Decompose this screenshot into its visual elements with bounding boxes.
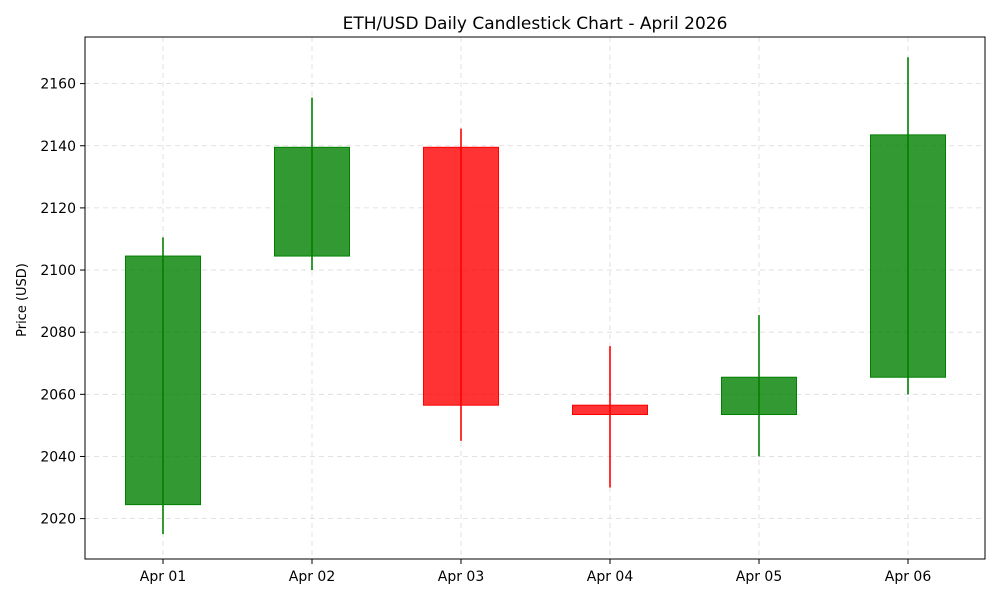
y-tick-label: 2060 bbox=[40, 387, 76, 403]
y-tick-label: 2020 bbox=[40, 512, 76, 528]
y-tick-label: 2140 bbox=[40, 139, 76, 155]
x-tick-label: Apr 05 bbox=[736, 569, 782, 585]
y-tick-label: 2120 bbox=[40, 201, 76, 217]
y-axis-label: Price (USD) bbox=[15, 263, 30, 337]
candle bbox=[572, 346, 648, 488]
x-tick-label: Apr 06 bbox=[885, 569, 932, 585]
y-tick-label: 2080 bbox=[40, 325, 76, 341]
candle bbox=[274, 97, 350, 271]
axis-layer: 2020 2040 2060 2080 2100 2120 2140 2160 Apr 01 Ap… bbox=[40, 36, 986, 585]
x-tick-label: Apr 04 bbox=[587, 569, 634, 585]
grid-layer bbox=[85, 37, 985, 559]
x-tick-label: Apr 03 bbox=[438, 569, 484, 585]
plot-frame bbox=[84, 36, 986, 560]
y-tick-label: 2040 bbox=[40, 449, 76, 465]
candle bbox=[423, 128, 499, 441]
y-tick-label: 2160 bbox=[40, 77, 76, 93]
candle bbox=[870, 57, 946, 395]
x-tick-label: Apr 02 bbox=[289, 569, 335, 585]
chart-title: ETH/USD Daily Candlestick Chart - April … bbox=[343, 14, 728, 34]
candle bbox=[721, 315, 797, 457]
y-tick-label: 2100 bbox=[40, 263, 76, 279]
candle-layer bbox=[125, 57, 946, 535]
x-tick-label: Apr 01 bbox=[140, 569, 186, 585]
candle bbox=[125, 237, 201, 535]
